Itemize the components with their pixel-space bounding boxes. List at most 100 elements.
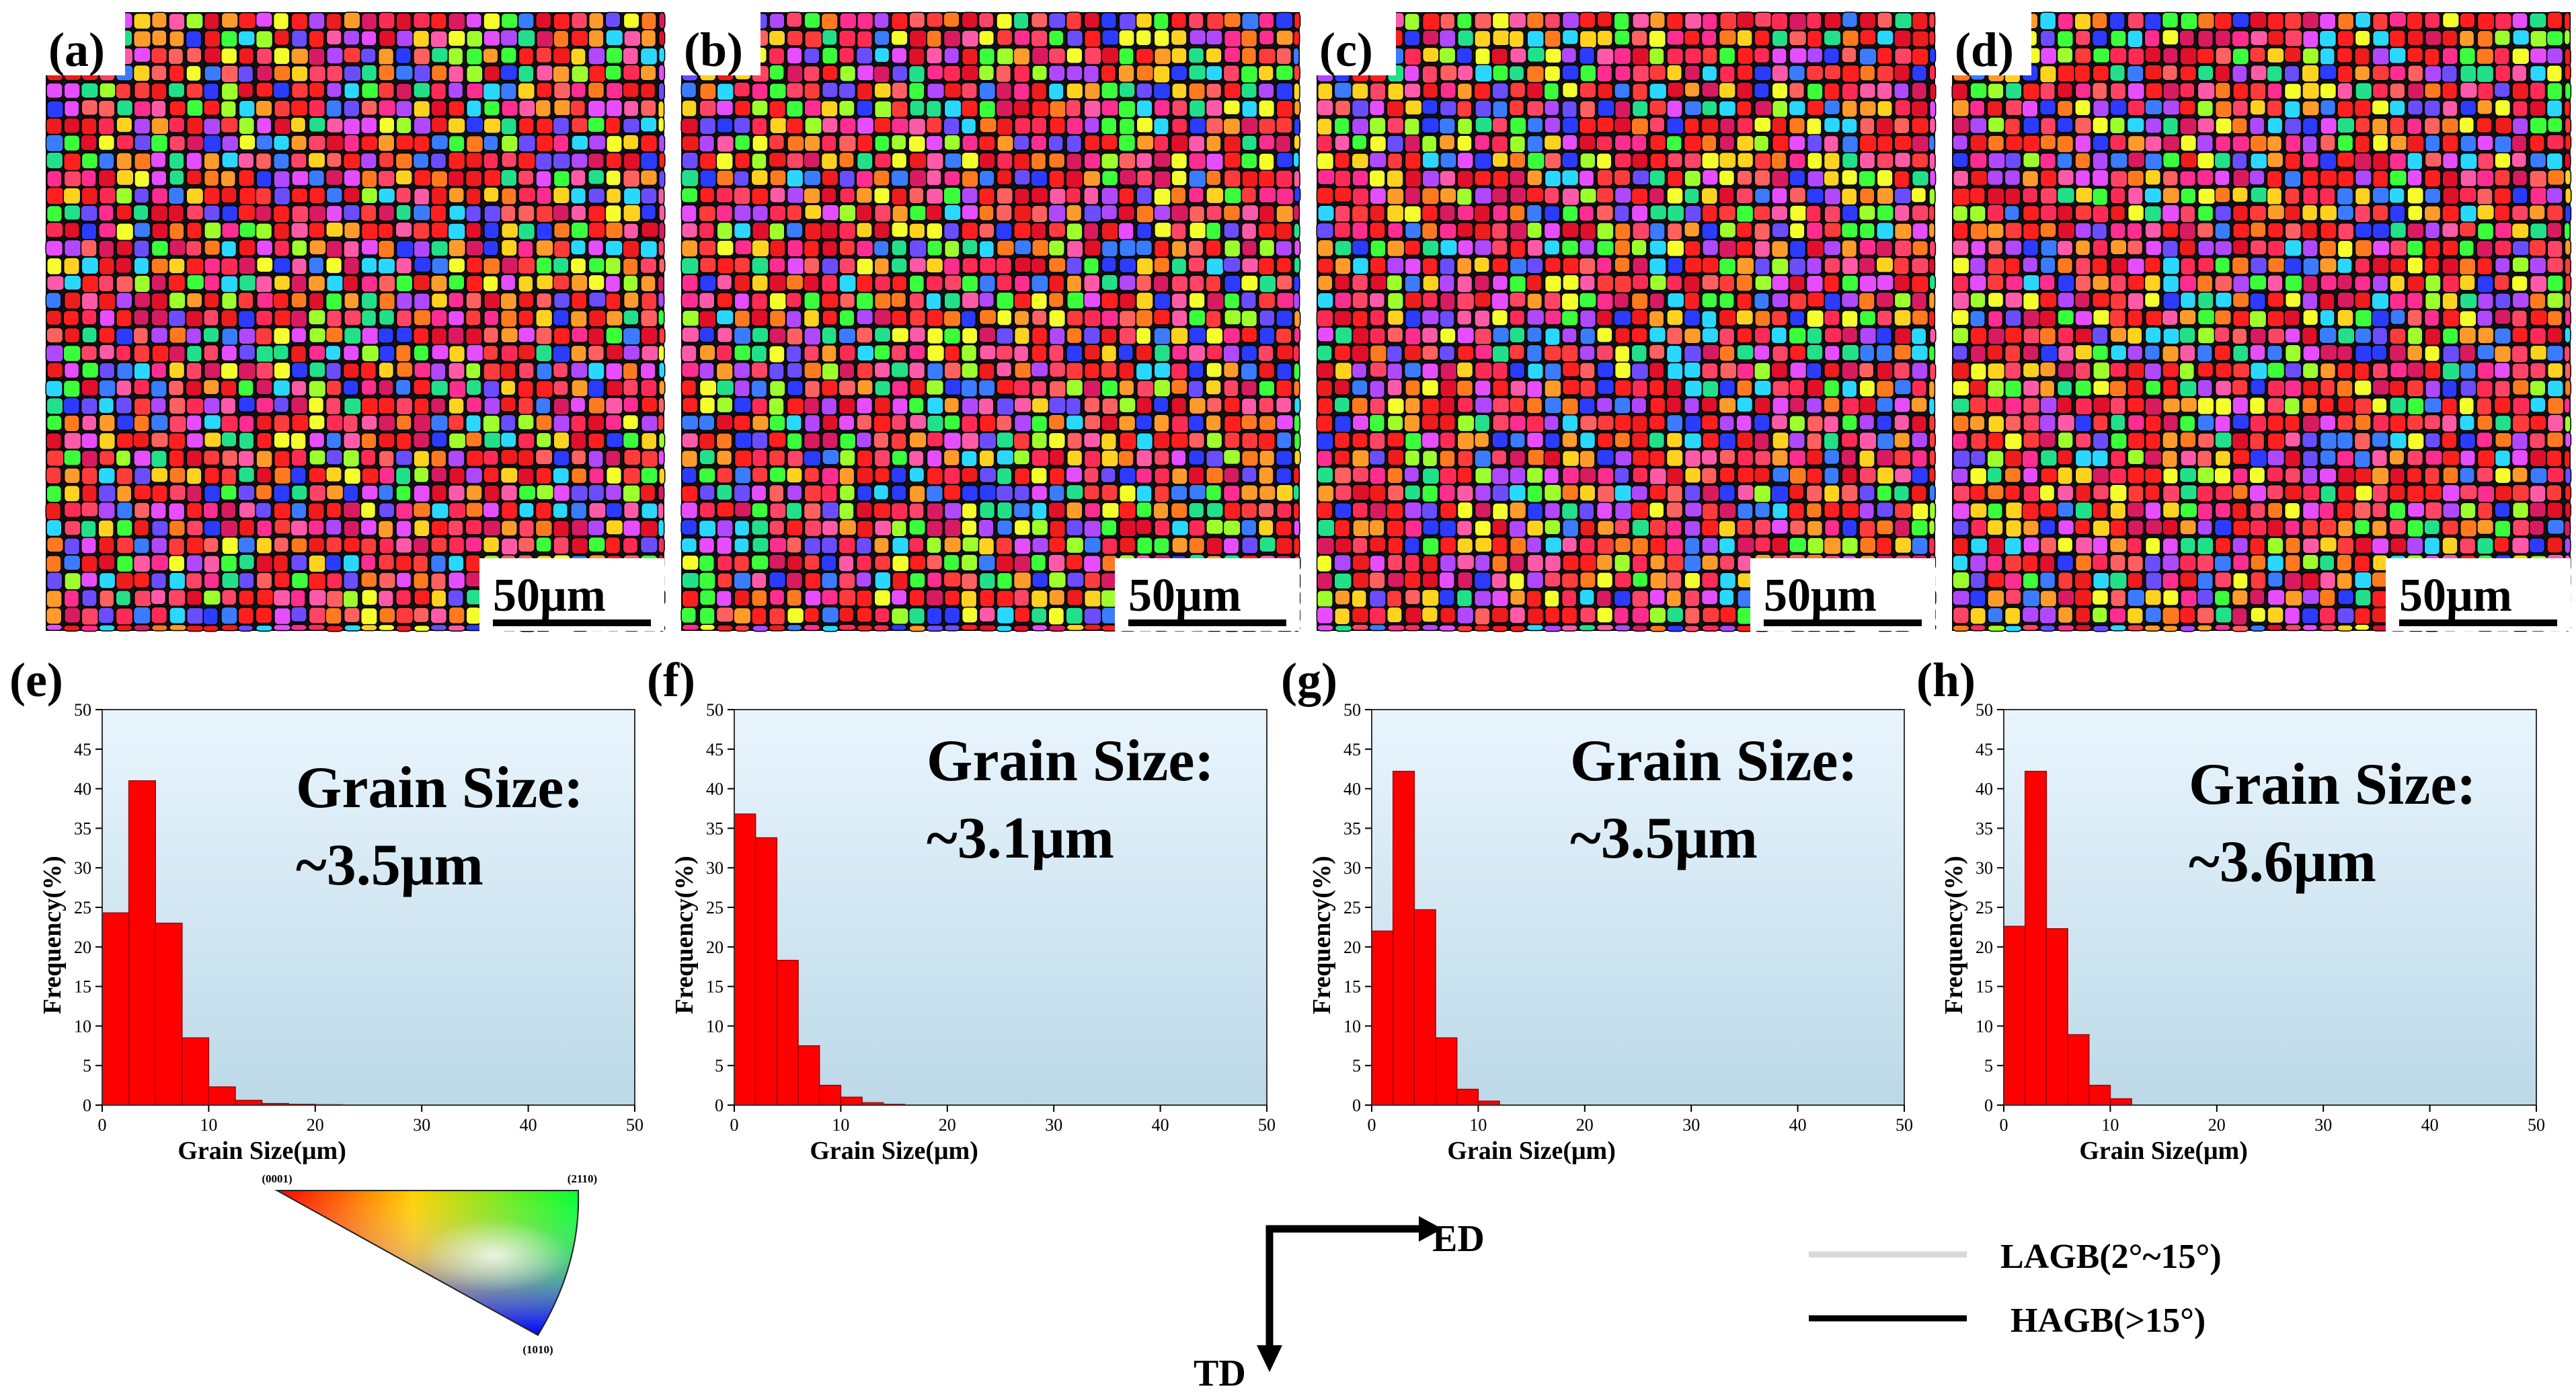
histogram-bar [182,1037,210,1106]
histogram-bar [797,1045,820,1106]
x-tick-label: 0 [1368,1115,1376,1135]
y-tick-label: 25 [1343,898,1361,917]
y-tick-label: 50 [74,700,91,720]
plot-area [734,710,1267,1105]
x-axis-label: Grain Size(μm) [1447,1137,1616,1165]
plot-area [1372,710,1904,1105]
y-tick-label: 45 [706,740,724,759]
x-tick-label: 40 [2421,1115,2439,1135]
y-tick-label: 40 [1976,780,1993,799]
y-tick-label: 40 [1343,780,1361,799]
y-tick-label: 35 [1976,819,1993,838]
hagb-label: HAGB(>15°) [2011,1302,2206,1340]
y-axis-label: Frequency(%) [1308,856,1336,1014]
y-tick-label: 0 [1352,1096,1361,1115]
x-tick-label: 0 [2000,1115,2008,1135]
grain-size-annotation-title: Grain Size: [1570,728,1858,794]
panel-label: (a) [48,23,105,77]
x-tick-label: 40 [1152,1115,1169,1135]
grain-size-annotation-value: ~3.1μm [927,806,1114,871]
x-tick-label: 10 [832,1115,849,1135]
ipf-label-2110: (2110) [568,1172,597,1185]
y-tick-label: 50 [1976,700,1993,720]
panel-label: (b) [684,23,743,77]
y-tick-label: 5 [1984,1056,1993,1076]
x-tick-label: 20 [939,1115,956,1135]
x-tick-label: 40 [1789,1115,1807,1135]
grain-size-annotation-title: Grain Size: [296,755,584,821]
histogram-bar [2088,1084,2111,1106]
y-tick-label: 5 [715,1056,724,1076]
ipf-label-1010: (1010) [522,1343,553,1356]
histogram-bar [818,1084,842,1106]
y-tick-label: 25 [706,898,724,917]
panel-label: (d) [1955,23,2014,77]
y-tick-label: 25 [1976,898,1993,917]
x-axis-label: Grain Size(μm) [810,1137,978,1165]
y-tick-label: 45 [1976,740,1993,759]
td-label: TD [1194,1353,1246,1394]
y-tick-label: 30 [1343,858,1361,878]
y-tick-label: 40 [706,780,724,799]
histogram-bar [2045,928,2068,1106]
x-tick-label: 0 [730,1115,739,1135]
grain-size-annotation-value: ~3.5μm [296,833,483,898]
x-tick-label: 30 [1045,1115,1062,1135]
x-tick-label: 20 [307,1115,324,1135]
plot-area [2004,710,2536,1105]
x-tick-label: 20 [1576,1115,1594,1135]
grain-size-annotation-value: ~3.5μm [1570,806,1758,871]
td-arrowhead [1257,1345,1282,1372]
histogram-3: 0 5 10 15 20 25 30 35 40 45 50 0 10 20 30 40 50 Grain Siz… [1281,653,1913,1165]
histogram-bar [102,912,130,1106]
grain-size-annotation-value: ~3.6μm [2189,829,2376,895]
y-tick-label: 5 [83,1056,91,1076]
y-tick-label: 50 [706,700,724,720]
ebsd-map-3: (c) 50μm [1314,8,1937,632]
ipf-label-0001: (0001) [262,1172,292,1185]
x-tick-label: 30 [2314,1115,2332,1135]
histogram-bar [1456,1088,1479,1106]
histogram-bar [155,922,183,1106]
panel-label: (f) [647,653,695,707]
histogram-bar [1371,930,1394,1106]
ed-label: ED [1432,1218,1485,1260]
x-tick-label: 40 [520,1115,537,1135]
ebsd-maps: (a) 50μm (b) 50μm (c) 50μm (d) 50μm [43,8,2572,632]
histogram-1: 0 5 10 15 20 25 30 35 40 45 50 0 10 20 30 40 50 Grain Siz… [9,653,643,1165]
x-tick-label: 30 [1682,1115,1700,1135]
boundary-legend: LAGB(2°~15°) HAGB(>15°) [1809,1238,2222,1340]
panel-label: (g) [1281,653,1337,707]
y-tick-label: 25 [74,898,91,917]
y-tick-label: 50 [1343,700,1361,720]
scale-bar-label: 50μm [1764,570,1877,621]
y-tick-label: 35 [74,819,91,838]
histogram-bar [754,837,778,1106]
y-tick-label: 15 [706,977,724,997]
histogram-bar [2024,770,2047,1106]
y-tick-label: 15 [1976,977,1993,997]
x-tick-label: 0 [98,1115,107,1135]
ipf-color-key: (0001) (2110) (1010) [262,1172,597,1356]
grain-size-annotation-title: Grain Size: [927,728,1214,794]
scale-bar-label: 50μm [2399,570,2512,621]
histogram-bar [1413,909,1436,1106]
y-tick-label: 30 [74,858,91,878]
y-tick-label: 45 [1343,740,1361,759]
histogram-bar [208,1086,236,1106]
histogram-bar [2003,926,2026,1106]
y-tick-label: 0 [83,1096,91,1115]
y-tick-label: 40 [74,780,91,799]
y-axis-label: Frequency(%) [1940,856,1968,1014]
histogram-bar [840,1096,863,1106]
sample-axes-indicator: ED TD [1194,1216,1485,1394]
y-axis-label: Frequency(%) [670,856,699,1014]
x-tick-label: 10 [1469,1115,1487,1135]
ed-arrowhead [1419,1216,1442,1242]
lagb-label: LAGB(2°~15°) [2000,1238,2222,1276]
scale-bar-label: 50μm [1128,570,1241,621]
y-axis-label: Frequency(%) [38,856,67,1014]
x-tick-label: 10 [200,1115,217,1135]
